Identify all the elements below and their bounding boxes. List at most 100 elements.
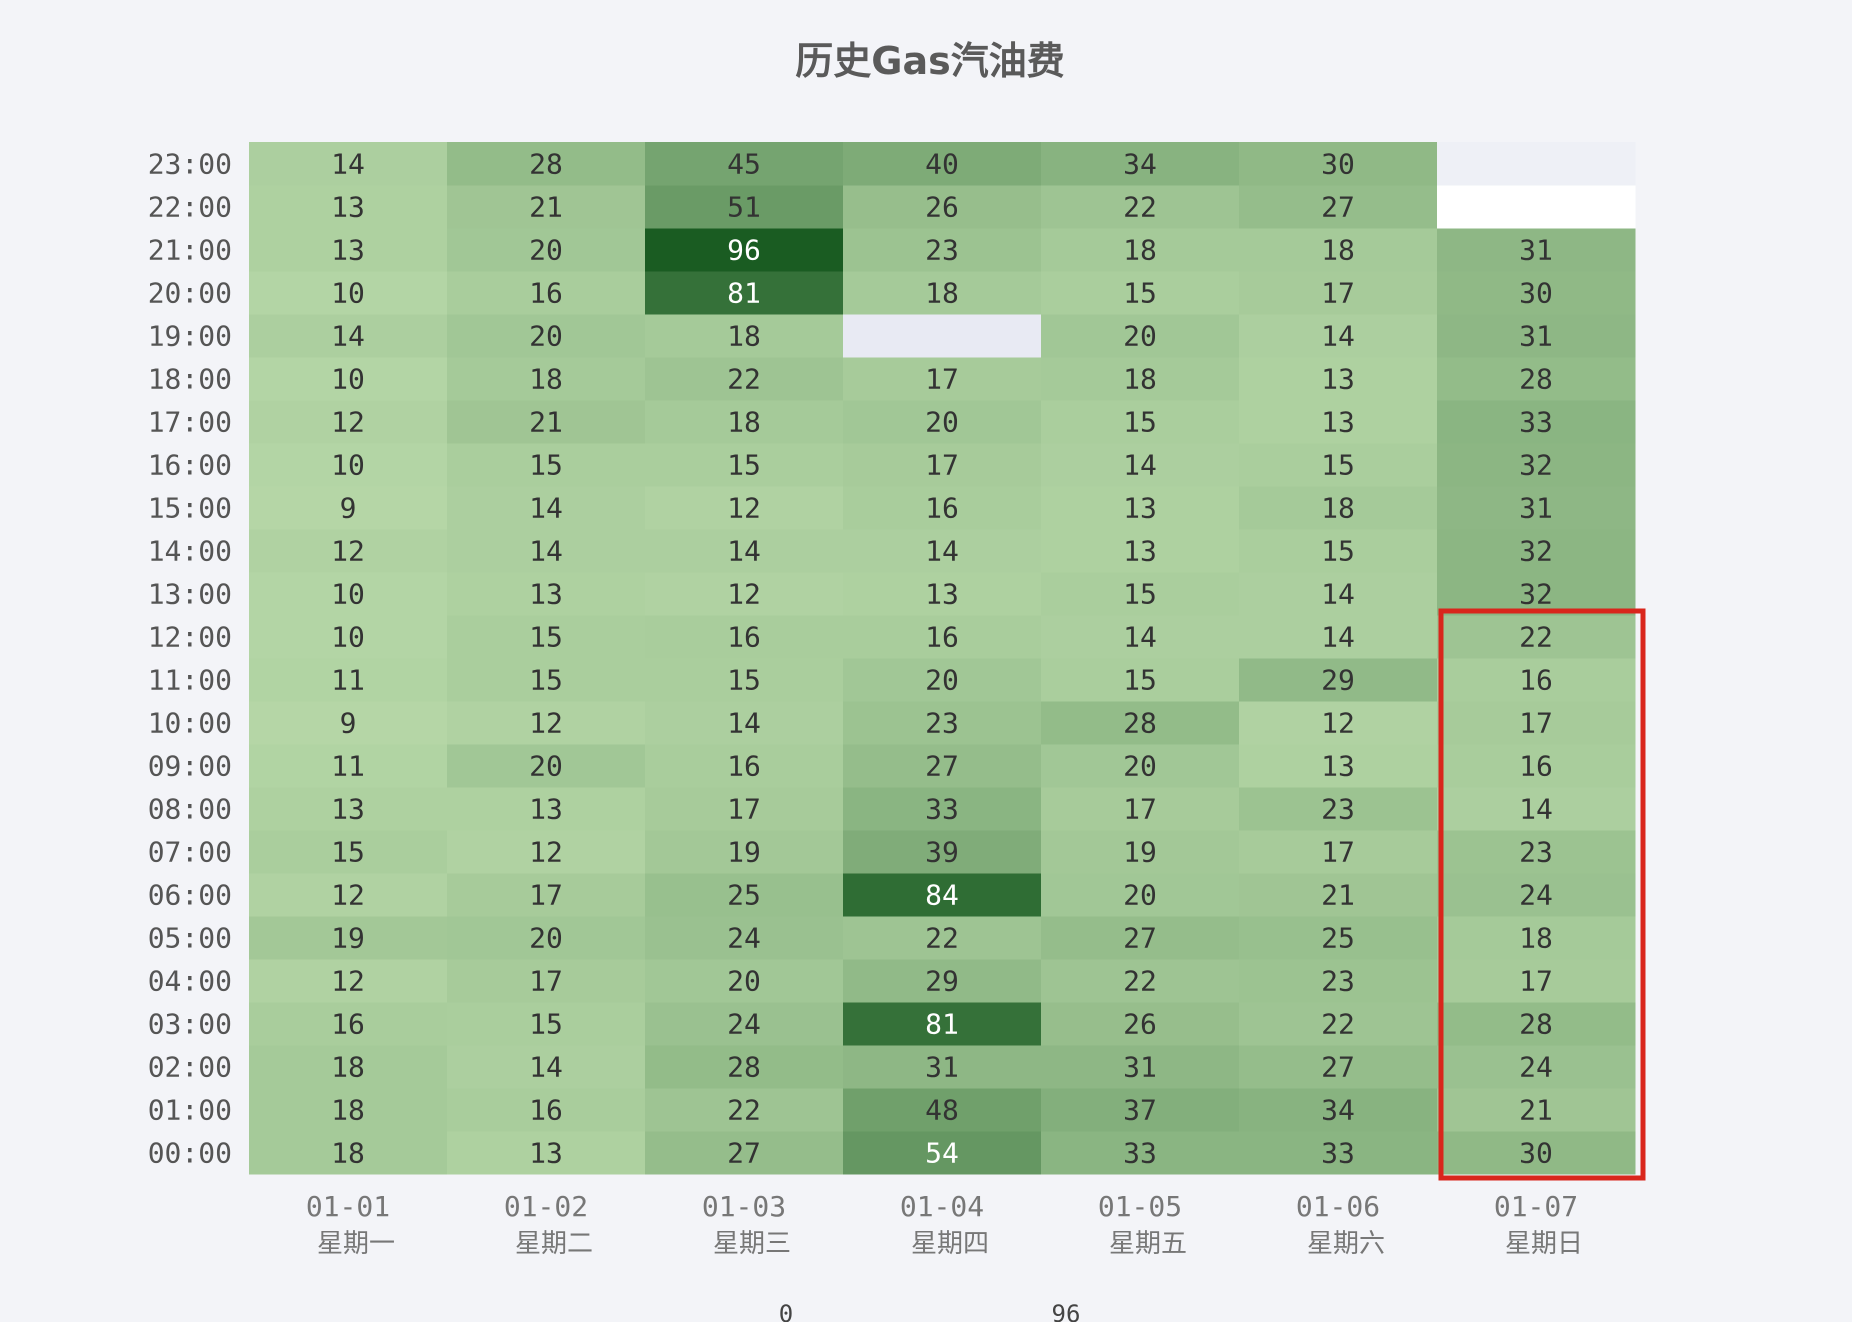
heatmap-cell — [1041, 529, 1240, 573]
cell-value-label: 22 — [1321, 1008, 1355, 1041]
cell-value-label: 15 — [1321, 449, 1355, 482]
heatmap-cell — [1437, 185, 1636, 229]
heatmap-cell — [1437, 916, 1636, 960]
heatmap-cell — [645, 142, 844, 186]
cell-value-label: 20 — [1123, 750, 1157, 783]
cell-value-label: 17 — [1321, 836, 1355, 869]
cell-value-label: 32 — [1519, 535, 1553, 568]
cell-value-label: 18 — [331, 1094, 365, 1127]
heatmap-cell — [843, 572, 1042, 616]
heatmap-cell — [645, 271, 844, 315]
cell-value-label: 18 — [1321, 234, 1355, 267]
heatmap-cell — [1041, 357, 1240, 401]
cell-value-label: 26 — [925, 191, 959, 224]
cell-value-label: 16 — [529, 277, 563, 310]
heatmap-cell — [1041, 873, 1240, 917]
cell-value-label: 15 — [1123, 578, 1157, 611]
heatmap-cell — [843, 873, 1042, 917]
heatmap-cell — [1437, 443, 1636, 487]
y-tick-label: 15:00 — [148, 492, 232, 525]
cell-value-label: 17 — [727, 793, 761, 826]
cell-value-label: 21 — [529, 406, 563, 439]
y-tick-label: 02:00 — [148, 1051, 232, 1084]
heatmap-cell — [447, 873, 646, 917]
x-axis: 01-01 星期一 01-02 星期二 01-03 星期三 01-04 星期四 01-05 星期五… — [306, 1190, 1583, 1259]
x-tick-sublabel: 星期二 — [515, 1229, 593, 1259]
cell-value-label: 17 — [1123, 793, 1157, 826]
cell-value-label: 15 — [529, 621, 563, 654]
cell-value-label: 20 — [925, 664, 959, 697]
cell-value-label: 12 — [331, 406, 365, 439]
chart-title: 历史Gas汽油费 — [795, 39, 1064, 83]
cell-value-label: 14 — [529, 535, 563, 568]
cell-value-label: 22 — [727, 1094, 761, 1127]
cell-value-label: 31 — [1519, 234, 1553, 267]
heatmap-cell — [1041, 443, 1240, 487]
heatmap-cell — [645, 314, 844, 358]
heatmap-cell — [249, 529, 448, 573]
cell-value-label: 11 — [331, 664, 365, 697]
heatmap-cell — [1041, 314, 1240, 358]
cell-value-label: 13 — [529, 1137, 563, 1170]
heatmap-cell — [1437, 1088, 1636, 1132]
heatmap-cell — [645, 1088, 844, 1132]
cell-value-label: 33 — [1519, 406, 1553, 439]
heatmap-cell — [249, 744, 448, 788]
cell-value-label: 12 — [727, 492, 761, 525]
cell-value-label: 9 — [340, 492, 357, 525]
heatmap-cell — [447, 228, 646, 272]
y-tick-label: 16:00 — [148, 449, 232, 482]
heatmap-cell — [1437, 1131, 1636, 1175]
x-tick-label: 01-04 — [900, 1190, 984, 1223]
cell-value-label: 37 — [1123, 1094, 1157, 1127]
cell-value-label: 19 — [1123, 836, 1157, 869]
cell-value-label: 22 — [1519, 621, 1553, 654]
heatmap-cell — [645, 1131, 844, 1175]
cell-value-label: 9 — [340, 707, 357, 740]
cell-value-label: 17 — [925, 363, 959, 396]
x-tick-sublabel: 星期五 — [1109, 1229, 1187, 1259]
cell-value-label: 14 — [1321, 578, 1355, 611]
heatmap-cell — [447, 486, 646, 530]
cell-value-label: 13 — [1321, 406, 1355, 439]
cell-value-label: 12 — [529, 707, 563, 740]
cell-value-label: 15 — [1321, 535, 1355, 568]
cell-value-label: 13 — [1321, 363, 1355, 396]
cell-value-label: 51 — [727, 191, 761, 224]
heatmap-cell — [1239, 830, 1438, 874]
cell-value-label: 22 — [1123, 965, 1157, 998]
heatmap-cell — [1041, 701, 1240, 745]
cell-value-label: 13 — [331, 191, 365, 224]
heatmap-cell — [1041, 787, 1240, 831]
heatmap-cell — [249, 1088, 448, 1132]
heatmap-cell — [1239, 271, 1438, 315]
y-tick-label: 11:00 — [148, 664, 232, 697]
cell-value-label: 17 — [1519, 707, 1553, 740]
x-tick-label: 01-05 — [1098, 1190, 1182, 1223]
y-tick-label: 08:00 — [148, 793, 232, 826]
cell-value-label: 10 — [331, 449, 365, 482]
cell-value-label: 15 — [1123, 664, 1157, 697]
heatmap-cell — [1239, 142, 1438, 186]
heatmap-cells — [249, 142, 1636, 1175]
cell-value-label: 20 — [529, 922, 563, 955]
heatmap-cell — [1239, 1002, 1438, 1046]
cell-value-label: 24 — [1519, 879, 1553, 912]
heatmap-cell — [1239, 529, 1438, 573]
heatmap-cell — [249, 357, 448, 401]
cell-value-label: 16 — [727, 621, 761, 654]
heatmap-cell — [1437, 314, 1636, 358]
heatmap-cell — [1239, 357, 1438, 401]
heatmap-cell — [645, 185, 844, 229]
cell-value-label: 13 — [925, 578, 959, 611]
y-tick-label: 07:00 — [148, 836, 232, 869]
heatmap-cell — [447, 1131, 646, 1175]
heatmap-cell — [645, 400, 844, 444]
cell-value-label: 27 — [1123, 922, 1157, 955]
heatmap-cell — [1437, 744, 1636, 788]
cell-value-label: 16 — [331, 1008, 365, 1041]
cell-value-label: 31 — [925, 1051, 959, 1084]
heatmap-cell — [1239, 572, 1438, 616]
y-tick-label: 10:00 — [148, 707, 232, 740]
